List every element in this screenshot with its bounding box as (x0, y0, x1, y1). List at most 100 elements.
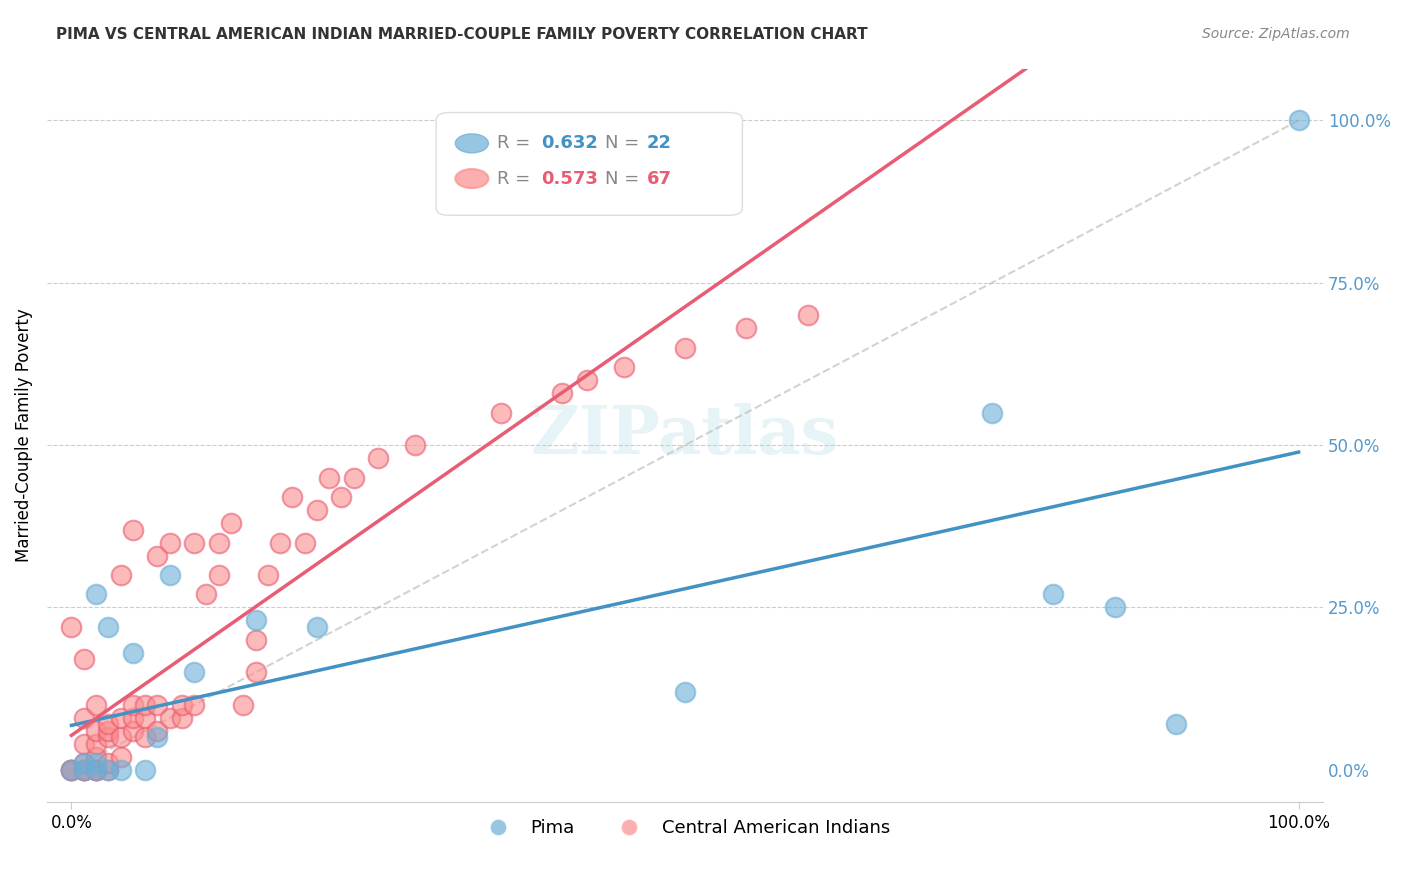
Pima (305, 620, 328, 634)
Central American Indians (121, 723, 143, 738)
Pima (97, 763, 120, 777)
Central American Indians (97, 756, 120, 771)
Central American Indians (121, 698, 143, 712)
Text: R =: R = (498, 169, 530, 187)
Central American Indians (183, 698, 205, 712)
Central American Indians (110, 731, 132, 745)
Central American Indians (84, 698, 107, 712)
Central American Indians (60, 763, 83, 777)
Central American Indians (73, 737, 96, 751)
Pima (673, 685, 696, 699)
Central American Indians (121, 523, 143, 537)
Central American Indians (84, 763, 107, 777)
Central American Indians (97, 731, 120, 745)
Central American Indians (404, 438, 426, 452)
Central American Indians (330, 490, 353, 504)
Pima (110, 763, 132, 777)
Text: 22: 22 (647, 135, 672, 153)
Central American Indians (294, 535, 316, 549)
Central American Indians (84, 763, 107, 777)
Central American Indians (489, 406, 512, 420)
Pima (84, 587, 107, 601)
Central American Indians (318, 470, 340, 484)
Text: N =: N = (605, 169, 638, 187)
Central American Indians (367, 451, 389, 466)
Text: 0.632: 0.632 (541, 135, 598, 153)
Pima (245, 614, 267, 628)
Pima (73, 763, 96, 777)
Central American Indians (245, 665, 267, 680)
Central American Indians (110, 711, 132, 725)
Text: ZIPatlas: ZIPatlas (531, 403, 839, 468)
Circle shape (456, 134, 488, 153)
Central American Indians (84, 737, 107, 751)
Circle shape (456, 169, 488, 188)
Central American Indians (134, 698, 156, 712)
Central American Indians (60, 763, 83, 777)
Pima (980, 406, 1002, 420)
Central American Indians (97, 763, 120, 777)
Central American Indians (84, 763, 107, 777)
Central American Indians (281, 490, 304, 504)
Central American Indians (269, 535, 291, 549)
Central American Indians (146, 698, 169, 712)
Central American Indians (170, 698, 193, 712)
Text: N =: N = (605, 135, 638, 153)
Central American Indians (60, 620, 83, 634)
Central American Indians (97, 717, 120, 731)
Central American Indians (73, 763, 96, 777)
Central American Indians (159, 535, 181, 549)
Y-axis label: Married-Couple Family Poverty: Married-Couple Family Poverty (15, 309, 32, 562)
Pima (84, 763, 107, 777)
Central American Indians (84, 723, 107, 738)
Central American Indians (146, 723, 169, 738)
Central American Indians (208, 568, 231, 582)
Pima (1104, 600, 1126, 615)
Central American Indians (245, 632, 267, 647)
FancyBboxPatch shape (436, 112, 742, 215)
Central American Indians (73, 763, 96, 777)
Central American Indians (84, 749, 107, 764)
Text: 67: 67 (647, 169, 672, 187)
Central American Indians (551, 386, 574, 401)
Central American Indians (73, 652, 96, 666)
Central American Indians (796, 308, 818, 322)
Central American Indians (73, 756, 96, 771)
Central American Indians (195, 587, 218, 601)
Text: R =: R = (498, 135, 530, 153)
Central American Indians (121, 711, 143, 725)
Pima (84, 756, 107, 771)
Pima (121, 646, 143, 660)
Central American Indians (170, 711, 193, 725)
Central American Indians (110, 568, 132, 582)
Central American Indians (673, 341, 696, 355)
Central American Indians (73, 711, 96, 725)
Pima (60, 763, 83, 777)
Central American Indians (232, 698, 254, 712)
Pima (183, 665, 205, 680)
Central American Indians (208, 535, 231, 549)
Central American Indians (97, 723, 120, 738)
Central American Indians (735, 321, 758, 335)
Central American Indians (159, 711, 181, 725)
Central American Indians (575, 373, 598, 387)
Pima (134, 763, 156, 777)
Text: Source: ZipAtlas.com: Source: ZipAtlas.com (1202, 27, 1350, 41)
Central American Indians (134, 731, 156, 745)
Central American Indians (305, 503, 328, 517)
Pima (146, 731, 169, 745)
Legend: Pima, Central American Indians: Pima, Central American Indians (472, 812, 897, 845)
Central American Indians (183, 535, 205, 549)
Pima (159, 568, 181, 582)
Text: 0.573: 0.573 (541, 169, 598, 187)
Pima (97, 620, 120, 634)
Pima (1288, 113, 1310, 128)
Pima (1042, 587, 1064, 601)
Central American Indians (613, 360, 636, 375)
Pima (73, 756, 96, 771)
Central American Indians (110, 749, 132, 764)
Text: PIMA VS CENTRAL AMERICAN INDIAN MARRIED-COUPLE FAMILY POVERTY CORRELATION CHART: PIMA VS CENTRAL AMERICAN INDIAN MARRIED-… (56, 27, 868, 42)
Central American Indians (146, 549, 169, 563)
Central American Indians (256, 568, 278, 582)
Central American Indians (219, 516, 242, 530)
